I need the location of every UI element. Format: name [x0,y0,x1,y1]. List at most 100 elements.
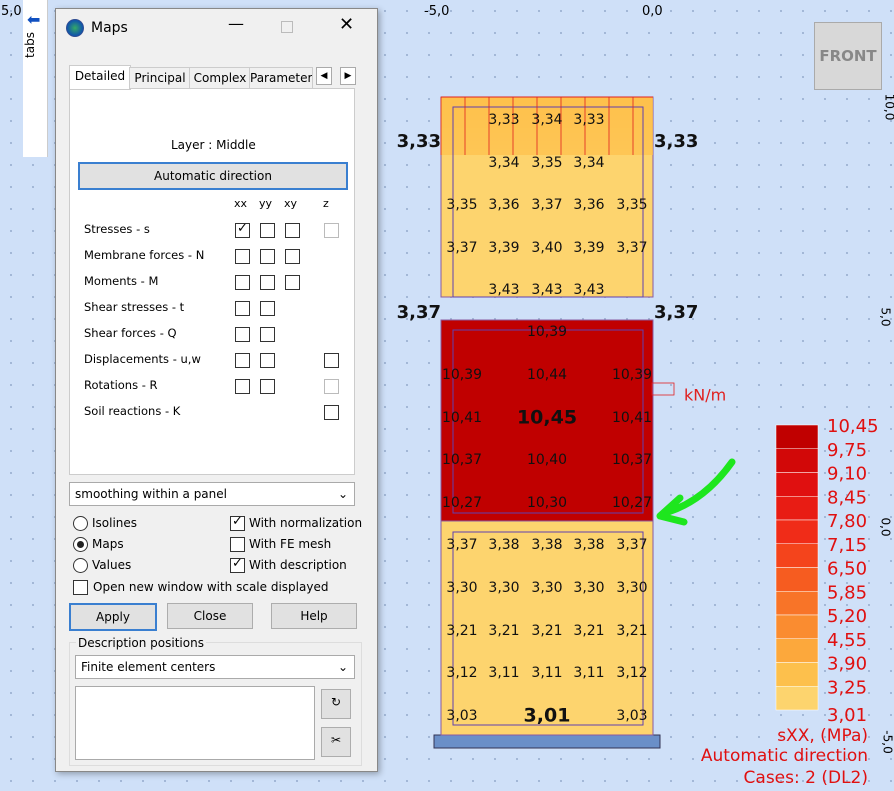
legend-label: 5,20 [827,606,867,627]
checkbox[interactable] [260,301,275,316]
smoothing-select[interactable]: smoothing within a panel ⌄ [69,482,355,506]
tab[interactable]: Detailed [69,65,131,90]
option-checkbox[interactable] [230,537,245,552]
axis-label: 0,0 [642,4,663,19]
open-window-checkbox[interactable] [73,580,88,595]
tab[interactable]: Parameter [249,67,313,89]
checkbox[interactable] [235,327,250,342]
legend-swatch [775,686,819,711]
map-value: 3,11 [488,665,519,681]
legend-note: Automatic direction [701,746,868,766]
checkbox[interactable] [260,223,275,238]
axis-label: -5,0 [424,4,450,19]
option-checkbox[interactable]: ✓ [230,514,245,531]
radio-label: Maps [92,537,124,551]
help-button[interactable]: Help [271,603,357,629]
checkbox[interactable] [235,379,250,394]
apply-button[interactable]: Apply [69,603,157,631]
map-value: 3,33 [573,112,604,128]
radio[interactable] [73,537,88,552]
edge-value: 3,33 [654,131,698,152]
tab-page [69,88,355,475]
dialog-icon [66,19,84,37]
map-value: 3,37 [446,240,477,256]
legend-swatch [775,519,819,544]
radio[interactable] [73,558,88,573]
map-value: 3,35 [616,197,647,213]
maximize[interactable] [281,21,293,33]
load-icon [651,382,675,396]
map-value: 3,38 [573,537,604,553]
close-x[interactable]: ✕ [339,14,355,35]
row-label: Moments - M [84,274,159,288]
map-value: 3,30 [488,580,519,596]
desc-select[interactable]: Finite element centers ⌄ [75,655,355,679]
minimize[interactable]: — [228,14,244,33]
map-value: 3,38 [488,537,519,553]
checkbox[interactable] [324,405,339,420]
column-header: yy [259,197,273,210]
legend-label: 10,45 [827,416,879,437]
legend-label: 9,75 [827,440,867,461]
desc-group-title: Description positions [76,636,206,650]
checkbox[interactable]: ✓ [235,221,250,238]
map-value: 3,34 [488,155,519,171]
legend-swatch [775,496,819,521]
checkbox[interactable] [235,353,250,368]
desc-select-text: Finite element centers [81,660,216,674]
checkbox [324,379,339,394]
mesh-outline [452,106,644,298]
auto-direction-button[interactable]: Automatic direction [78,162,348,190]
checkbox[interactable] [260,327,275,342]
checkbox[interactable] [285,249,300,264]
tab-scroll[interactable]: ▶ [340,67,356,85]
cut-button[interactable]: ✂ [321,727,351,757]
map-value: 3,21 [488,623,519,639]
legend-label: 7,15 [827,535,867,556]
legend-label: 9,10 [827,464,867,485]
legend-swatch [775,472,819,497]
view-cube[interactable]: FRONT [814,22,882,90]
column-header: z [323,197,329,210]
desc-list[interactable] [75,686,315,760]
map-value: 3,43 [573,282,604,298]
map-value: 10,41 [612,410,652,426]
sidebar-arrow[interactable]: ⬅ [27,10,41,29]
smoothing-text: smoothing within a panel [75,487,227,501]
load-unit: kN/m [684,386,726,405]
reset-button[interactable]: ↻ [321,689,351,719]
map-value: 3,35 [531,155,562,171]
checkbox[interactable] [324,353,339,368]
map-value: 3,01 [524,705,571,727]
tab[interactable]: Principal [129,67,191,89]
map-value: 10,39 [527,324,567,340]
sidebar[interactable]: ⬅ tabs [23,0,48,157]
checkbox[interactable] [235,301,250,316]
checkbox[interactable] [285,223,300,238]
map-value: 3,38 [531,537,562,553]
close-button[interactable]: Close [167,603,253,629]
map-value: 3,39 [488,240,519,256]
map-value: 3,34 [573,155,604,171]
checkbox [324,223,339,238]
checkbox[interactable] [235,275,250,290]
tab[interactable]: Complex [189,67,251,89]
checkbox[interactable] [260,353,275,368]
option-label: With normalization [249,516,363,530]
radio[interactable] [73,516,88,531]
checkbox[interactable] [260,379,275,394]
map-value: 3,11 [573,665,604,681]
checkbox[interactable] [260,275,275,290]
lower-panel [440,520,654,736]
map-value: 3,39 [573,240,604,256]
tab-scroll[interactable]: ◀ [316,67,332,85]
checkbox[interactable] [235,249,250,264]
map-value: 10,39 [612,367,652,383]
mesh-outline [452,329,644,514]
checkbox[interactable] [260,249,275,264]
row-label: Soil reactions - K [84,404,181,418]
legend-note: Cases: 2 (DL2) [744,768,868,788]
checkbox[interactable] [285,275,300,290]
option-checkbox[interactable]: ✓ [230,556,245,573]
